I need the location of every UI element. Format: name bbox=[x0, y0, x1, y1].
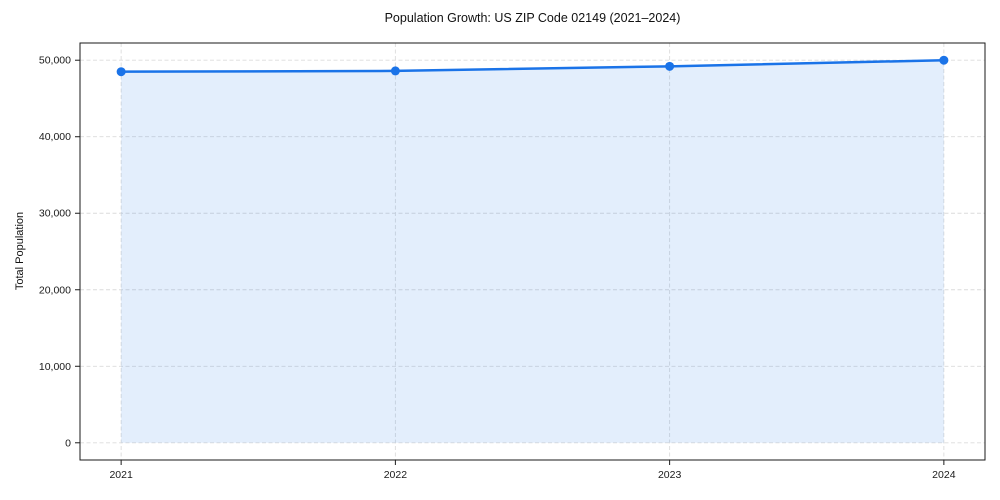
series-area-fill bbox=[121, 60, 944, 443]
x-tick-label: 2023 bbox=[658, 469, 682, 481]
series-line bbox=[119, 58, 946, 73]
y-tick-label: 50,000 bbox=[39, 55, 71, 67]
plot-spines bbox=[79, 42, 986, 461]
data-point-marker bbox=[390, 66, 400, 76]
y-tick-label: 40,000 bbox=[39, 131, 71, 143]
x-tick-label: 2024 bbox=[932, 469, 956, 481]
chart-title: Population Growth: US ZIP Code 02149 (20… bbox=[384, 11, 681, 25]
data-point-marker bbox=[939, 55, 949, 65]
x-tick-label: 2021 bbox=[109, 469, 133, 481]
y-axis-label: Total Population bbox=[14, 211, 26, 291]
y-tick-label: 10,000 bbox=[39, 361, 71, 373]
data-point-marker bbox=[116, 67, 126, 77]
data-point-marker bbox=[665, 61, 675, 71]
x-tick-label: 2022 bbox=[384, 469, 408, 481]
y-tick-label: 20,000 bbox=[39, 284, 71, 296]
y-tick-label: 30,000 bbox=[39, 208, 71, 220]
y-tick-label: 0 bbox=[65, 437, 71, 449]
